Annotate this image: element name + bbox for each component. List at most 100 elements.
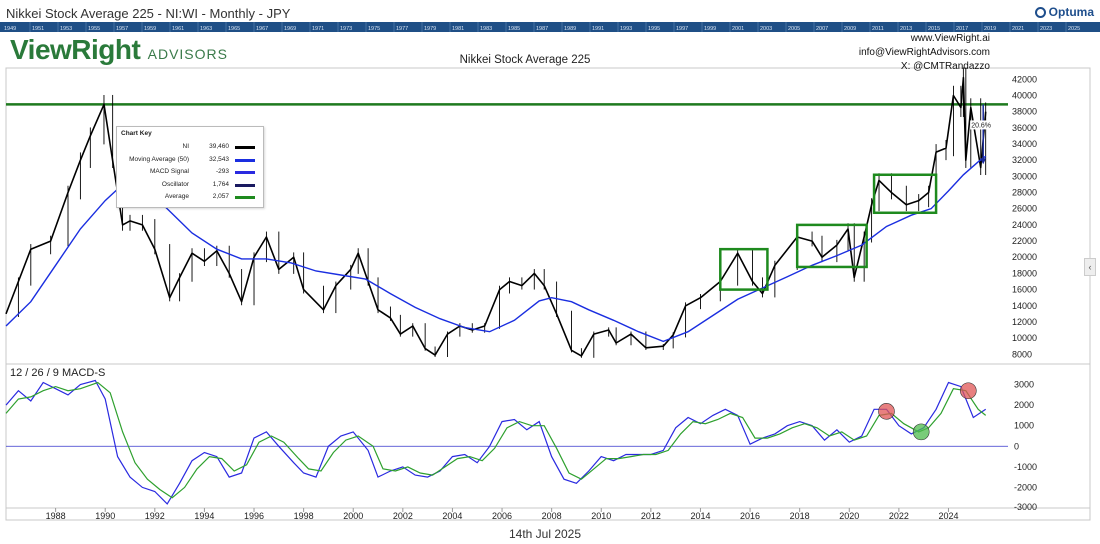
macd-tick-label: -2000 <box>1014 482 1037 492</box>
top-year-label: 1999 <box>704 26 716 32</box>
top-year-label: 1995 <box>648 26 660 32</box>
chart-key-title: Chart Key <box>121 130 152 137</box>
macd-signal-line <box>5 381 987 499</box>
top-year-label: 2025 <box>1068 26 1080 32</box>
buy-signal-marker <box>912 423 930 441</box>
price-tick-label: 40000 <box>1012 90 1037 100</box>
top-year-label: 2015 <box>928 26 940 32</box>
top-year-label: 2011 <box>872 26 884 32</box>
collapse-panel-button[interactable]: ‹ <box>1084 258 1096 276</box>
price-tick-label: 36000 <box>1012 123 1037 133</box>
x-tick-label: 2014 <box>690 511 710 521</box>
chevron-left-icon: ‹ <box>1088 262 1092 272</box>
moving-average-line <box>5 155 987 343</box>
top-year-label: 2005 <box>788 26 800 32</box>
macd-tick-label: 1000 <box>1014 421 1034 431</box>
consolidation-box <box>872 173 938 215</box>
top-year-label: 1991 <box>592 26 604 32</box>
chart-key-swatch <box>235 196 255 199</box>
chart-key-value: 39,460 <box>209 143 229 150</box>
top-year-label: 1987 <box>536 26 548 32</box>
chart-key-row: Moving Average (50) 32,543 <box>117 156 263 166</box>
chart-key-row: Average 2,057 <box>117 193 263 203</box>
top-year-label: 1993 <box>620 26 632 32</box>
top-year-label: 1967 <box>256 26 268 32</box>
x-tick-label: 2004 <box>442 511 462 521</box>
top-year-label: 1965 <box>228 26 240 32</box>
drawdown-arrow-head <box>980 158 987 165</box>
top-year-label: 2003 <box>760 26 772 32</box>
top-year-label: 2017 <box>956 26 968 32</box>
chart-key-name: Moving Average (50) <box>129 155 189 163</box>
chart-title: Nikkei Stock Average 225 <box>459 54 591 66</box>
top-year-label: 1981 <box>452 26 464 32</box>
chart-key-name: Average <box>164 193 189 200</box>
contact-social: X: @CMTRandazzo <box>900 61 990 72</box>
macd-oscillator-line <box>5 379 987 505</box>
x-tick-label: 2024 <box>938 511 958 521</box>
top-year-label: 1971 <box>312 26 324 32</box>
chart-key-swatch <box>235 183 255 187</box>
price-tick-label: 8000 <box>1012 349 1032 359</box>
top-year-label: 1969 <box>284 26 296 32</box>
top-year-label: 1959 <box>144 26 156 32</box>
top-year-label: 1977 <box>396 26 408 32</box>
chart-frame <box>5 67 1091 521</box>
x-tick-label: 2016 <box>740 511 760 521</box>
top-year-label: 2007 <box>816 26 828 32</box>
top-year-label: 2009 <box>844 26 856 32</box>
optuma-brand-label: Optuma <box>1048 5 1094 19</box>
drawdown-label: 20.6% <box>971 122 991 129</box>
x-tick-label: 1992 <box>145 511 165 521</box>
price-tick-label: 14000 <box>1012 301 1037 311</box>
chart-key-swatch <box>235 171 255 174</box>
x-tick-label: 2022 <box>889 511 909 521</box>
logo-main: ViewRight <box>10 34 141 65</box>
chart-key-swatch <box>235 146 255 149</box>
chart-key-value: 32,543 <box>209 155 229 163</box>
window-title: Nikkei Stock Average 225 - NI:WI - Month… <box>6 6 291 21</box>
optuma-logo-icon <box>1034 7 1046 18</box>
top-year-label: 1989 <box>564 26 576 32</box>
chart-key-row: MACD Signal -293 <box>117 168 263 178</box>
chart-key-swatch <box>235 158 255 162</box>
consolidation-box <box>719 247 769 291</box>
contact-block: www.ViewRight.ai info@ViewRightAdvisors.… <box>859 32 990 74</box>
x-tick-label: 1996 <box>244 511 264 521</box>
top-year-label: 1953 <box>60 26 72 32</box>
x-tick-label: 1990 <box>95 511 115 521</box>
top-year-label: 1957 <box>116 26 128 32</box>
top-year-bar <box>0 22 1100 32</box>
chart-key-name: Oscillator <box>161 180 189 188</box>
macd-tick-label: 2000 <box>1014 400 1034 410</box>
x-tick-label: 2006 <box>492 511 512 521</box>
price-tick-label: 26000 <box>1012 204 1037 214</box>
top-year-label: 1979 <box>424 26 436 32</box>
price-tick-label: 30000 <box>1012 171 1037 181</box>
price-tick-label: 42000 <box>1012 74 1037 84</box>
top-year-label: 1949 <box>4 26 16 32</box>
top-year-label: 2023 <box>1040 26 1052 32</box>
top-year-label: 1963 <box>200 26 212 32</box>
price-tick-label: 16000 <box>1012 285 1037 295</box>
chart-date: 14th Jul 2025 <box>508 527 582 541</box>
x-tick-label: 2000 <box>343 511 363 521</box>
price-tick-label: 24000 <box>1012 220 1037 230</box>
chart-key-name: NI <box>182 143 190 150</box>
x-tick-label: 1994 <box>194 511 214 521</box>
chart-key-name: MACD Signal <box>149 168 189 175</box>
macd-panel-label: 12 / 26 / 9 MACD-S <box>10 367 106 379</box>
top-year-label: 1961 <box>172 26 184 32</box>
top-year-label: 2021 <box>1012 26 1024 32</box>
x-tick-label: 2008 <box>542 511 562 521</box>
price-tick-label: 38000 <box>1012 107 1037 117</box>
chart-key-value: 2,057 <box>212 193 229 200</box>
top-year-label: 2019 <box>984 26 996 32</box>
top-year-label: 2013 <box>900 26 912 32</box>
x-tick-label: 2018 <box>790 511 810 521</box>
x-tick-label: 2012 <box>641 511 661 521</box>
top-year-label: 1973 <box>340 26 352 32</box>
contact-site: www.ViewRight.ai <box>910 33 990 44</box>
price-series-line <box>5 76 987 357</box>
